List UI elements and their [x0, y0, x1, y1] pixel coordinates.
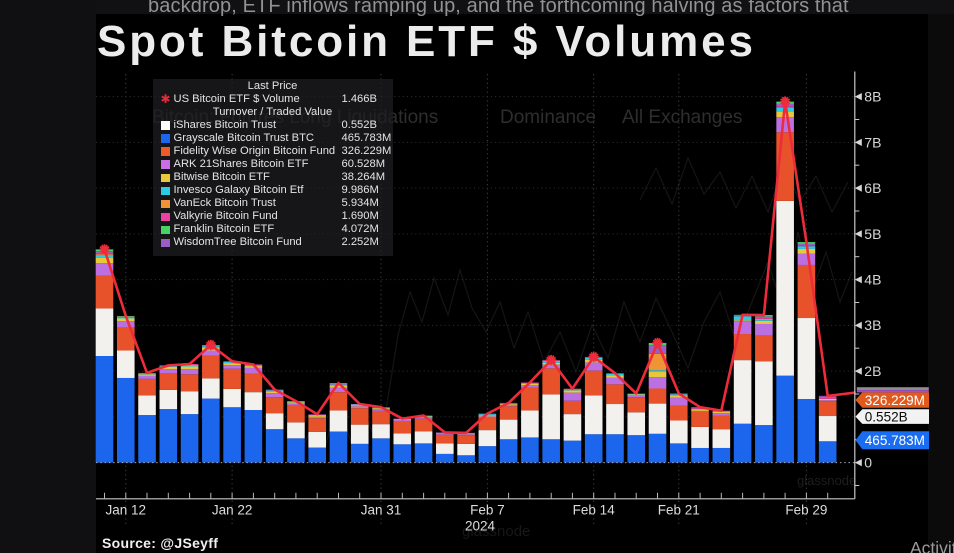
svg-text:Feb 29: Feb 29: [785, 503, 827, 518]
svg-text:2B: 2B: [864, 363, 881, 379]
svg-text:Feb 14: Feb 14: [573, 503, 616, 518]
svg-text:4B: 4B: [864, 272, 881, 288]
svg-text:Feb 21: Feb 21: [658, 503, 700, 518]
svg-text:Jan 12: Jan 12: [106, 503, 147, 518]
svg-text:2024: 2024: [465, 519, 496, 534]
svg-text:465.783M: 465.783M: [865, 433, 925, 448]
svg-text:6B: 6B: [864, 180, 881, 196]
svg-text:Jan 22: Jan 22: [212, 503, 253, 518]
svg-text:5B: 5B: [864, 226, 881, 242]
svg-text:326.229M: 326.229M: [865, 393, 925, 408]
svg-text:0: 0: [864, 455, 872, 471]
svg-text:0.552B: 0.552B: [865, 410, 908, 425]
svg-text:Jan 31: Jan 31: [361, 503, 402, 518]
svg-text:7B: 7B: [864, 134, 881, 150]
svg-text:Feb 7: Feb 7: [470, 503, 505, 518]
svg-text:3B: 3B: [864, 317, 881, 333]
svg-text:8B: 8B: [864, 89, 881, 105]
